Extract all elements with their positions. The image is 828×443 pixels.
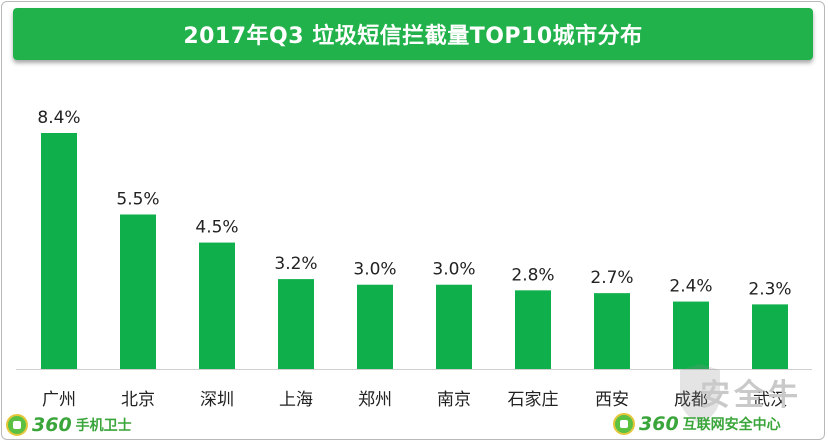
bar-2	[199, 242, 235, 369]
category-label-9: 武汉	[753, 390, 787, 410]
chart-title: 2017年Q3 垃圾短信拦截量TOP10城市分布	[183, 24, 643, 49]
category-label-5: 南京	[437, 390, 471, 410]
category-label-4: 郑州	[358, 390, 392, 410]
logo-right-name: 互联网安全中心	[682, 417, 781, 433]
category-label-8: 成都	[674, 390, 708, 410]
category-label-3: 上海	[279, 390, 313, 410]
bar-6	[515, 290, 551, 369]
value-label-5: 3.0%	[432, 260, 475, 280]
category-label-6: 石家庄	[508, 390, 559, 410]
value-label-1: 5.5%	[116, 189, 159, 209]
category-label-2: 深圳	[200, 390, 234, 410]
bar-7	[594, 293, 630, 369]
logo-360-internet-security-center: 360 互联网安全中心	[613, 410, 781, 438]
watermark-shield-icon	[680, 364, 720, 424]
title-banner: 2017年Q3 垃圾短信拦截量TOP10城市分布	[13, 8, 813, 60]
watermark-text: 安全牛	[700, 378, 802, 413]
bar-1	[120, 214, 156, 369]
category-label-0: 广州	[42, 390, 76, 410]
bar-5	[436, 284, 472, 369]
logo-360-mobile-guard: 360 手机卫士	[6, 412, 132, 438]
category-label-1: 北京	[121, 390, 155, 410]
logo-right-number: 360	[639, 413, 679, 435]
category-label-7: 西安	[595, 390, 629, 410]
bar-8	[673, 301, 709, 369]
value-label-2: 4.5%	[195, 218, 238, 238]
bar-4	[357, 284, 393, 369]
logo-left-number: 360	[32, 414, 72, 436]
bar-9	[752, 304, 788, 369]
value-label-0: 8.4%	[37, 108, 80, 128]
value-label-4: 3.0%	[353, 260, 396, 280]
value-label-9: 2.3%	[748, 279, 791, 299]
360-badge-icon	[613, 413, 635, 435]
360-badge-icon	[6, 414, 28, 436]
bar-0	[41, 133, 77, 369]
value-label-3: 3.2%	[274, 254, 317, 274]
value-label-7: 2.7%	[590, 268, 633, 288]
value-label-8: 2.4%	[669, 277, 712, 297]
logo-left-name: 手机卫士	[75, 418, 132, 434]
bar-3	[278, 279, 314, 369]
value-label-6: 2.8%	[511, 265, 554, 285]
